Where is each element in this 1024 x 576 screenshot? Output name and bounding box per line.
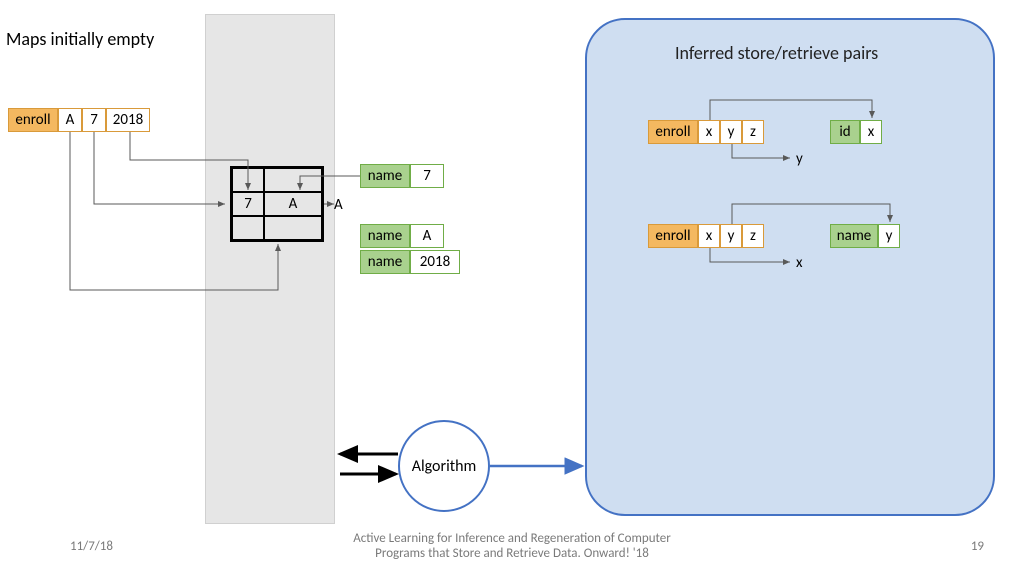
pair1-rhs: id x <box>830 120 882 144</box>
name-row-1: name A <box>360 224 444 248</box>
table-val: A <box>264 192 322 216</box>
name-row-0: name 7 <box>360 164 444 188</box>
enroll-label: enroll <box>648 120 698 144</box>
enroll-arg: z <box>742 224 764 248</box>
name-val: A <box>410 224 444 248</box>
name-val: 2018 <box>410 250 460 274</box>
name-val: 7 <box>410 164 444 188</box>
footer-page-number: 19 <box>971 539 984 554</box>
pair2-out: x <box>796 254 803 272</box>
name-label: name <box>360 250 410 274</box>
inferred-panel-title: Inferred store/retrieve pairs <box>675 42 878 64</box>
id-label: id <box>830 120 860 144</box>
heading-maps-empty: Maps initially empty <box>6 28 154 50</box>
enroll-arg: x <box>698 224 720 248</box>
enroll-arg: x <box>698 120 720 144</box>
enroll-arg: y <box>720 120 742 144</box>
inferred-panel <box>585 18 995 516</box>
name-label: name <box>830 224 878 248</box>
name-row-2: name 2018 <box>360 250 460 274</box>
name-label: name <box>360 224 410 248</box>
map-table: 7 A <box>230 166 324 242</box>
algorithm-label: Algorithm <box>412 457 477 476</box>
footer-center: Active Learning for Inference and Regene… <box>0 531 1024 562</box>
enroll-left-row: enroll A 7 2018 <box>8 108 150 132</box>
pair2-enroll: enroll x y z <box>648 224 764 248</box>
enroll-label: enroll <box>648 224 698 248</box>
pair2-rhs: name y <box>830 224 900 248</box>
id-val: x <box>860 120 882 144</box>
pair1-enroll: enroll x y z <box>648 120 764 144</box>
name-val: y <box>878 224 900 248</box>
enroll-arg: y <box>720 224 742 248</box>
algorithm-node: Algorithm <box>398 420 490 512</box>
gray-column <box>205 14 335 524</box>
enroll-arg-1: 7 <box>82 108 106 132</box>
enroll-arg-0: A <box>58 108 82 132</box>
name-label: name <box>360 164 410 188</box>
enroll-label: enroll <box>8 108 58 132</box>
pair1-out: y <box>796 150 803 168</box>
table-out-label: A <box>334 196 343 214</box>
enroll-arg-2: 2018 <box>106 108 150 132</box>
enroll-arg: z <box>742 120 764 144</box>
table-key: 7 <box>232 192 264 216</box>
